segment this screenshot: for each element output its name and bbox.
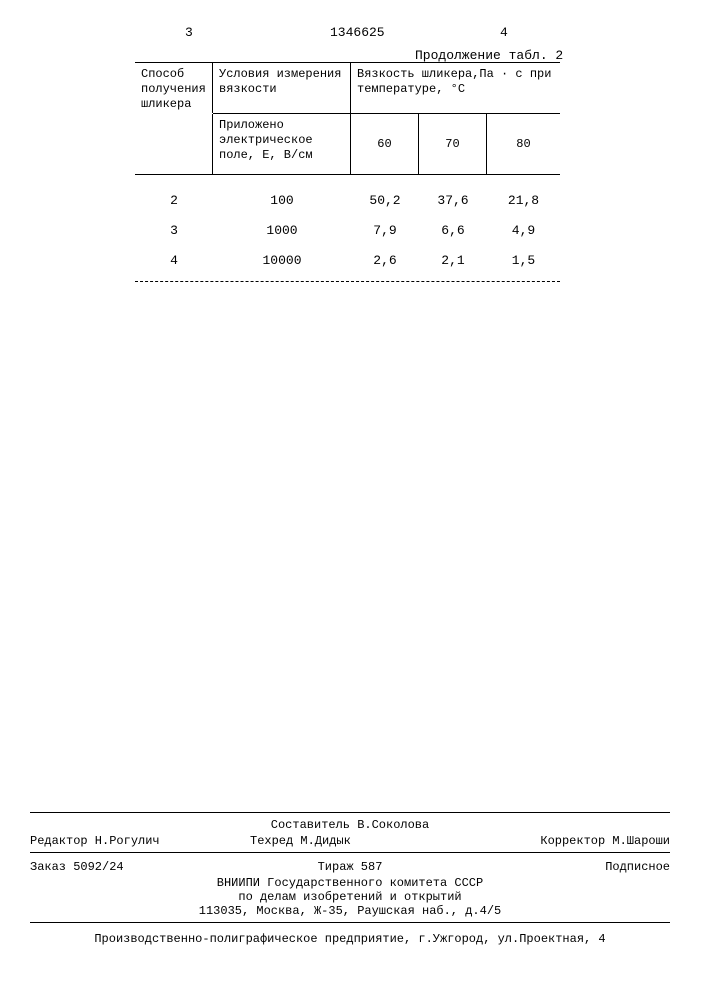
col-header-method-text: Способ получения шликера bbox=[141, 67, 206, 111]
cell-v80: 21,8 bbox=[487, 193, 560, 208]
compiler: Составитель В.Соколова bbox=[271, 818, 429, 832]
publisher-address: 113035, Москва, Ж-35, Раушская наб., д.4… bbox=[30, 904, 670, 918]
publisher-org: ВНИИПИ Государственного комитета СССР bbox=[30, 876, 670, 890]
table-subheader-row: Приложено электрическое поле, Е, В/см 60… bbox=[135, 114, 560, 174]
publication-info: Заказ 5092/24 Тираж 587 Подписное ВНИИПИ… bbox=[30, 860, 670, 918]
printing-house: Производственно-полиграфическое предприя… bbox=[30, 932, 670, 946]
col-sub-field-text: Приложено электрическое поле, Е, В/см bbox=[219, 118, 313, 162]
col-sub-70: 70 bbox=[419, 114, 487, 174]
publisher-dept: по делам изобретений и открытий bbox=[30, 890, 670, 904]
subscription: Подписное bbox=[510, 860, 670, 874]
table-body: 2 100 50,2 37,6 21,8 3 1000 7,9 6,6 4,9 … bbox=[135, 175, 560, 275]
cell-method: 4 bbox=[135, 253, 213, 268]
table-continuation-label: Продолжение табл. 2 bbox=[415, 48, 563, 63]
order-number: Заказ 5092/24 bbox=[30, 860, 190, 874]
col-header-conditions: Условия измерения вязкости bbox=[213, 63, 351, 113]
col-header-method: Способ получения шликера bbox=[135, 63, 213, 113]
cell-v80: 1,5 bbox=[487, 253, 560, 268]
footer-rule-2 bbox=[30, 852, 670, 853]
table-rule-bottom-dashed bbox=[135, 281, 560, 282]
cell-v70: 37,6 bbox=[419, 193, 487, 208]
table-row: 4 10000 2,6 2,1 1,5 bbox=[135, 245, 560, 275]
tirazh: Тираж 587 bbox=[190, 860, 510, 874]
cell-field: 100 bbox=[213, 193, 351, 208]
page: 3 1346625 4 Продолжение табл. 2 Способ п… bbox=[0, 0, 707, 1000]
cell-v70: 6,6 bbox=[419, 223, 487, 238]
editor: Редактор Н.Рогулич bbox=[30, 834, 230, 848]
cell-method: 2 bbox=[135, 193, 213, 208]
corrector: Корректор М.Шароши bbox=[470, 834, 670, 848]
cell-field: 10000 bbox=[213, 253, 351, 268]
col-sub-field: Приложено электрическое поле, Е, В/см bbox=[213, 114, 351, 174]
data-table: Способ получения шликера Условия измерен… bbox=[135, 62, 560, 282]
page-num-left: 3 bbox=[185, 25, 193, 40]
table-header-row: Способ получения шликера Условия измерен… bbox=[135, 63, 560, 113]
doc-number: 1346625 bbox=[330, 25, 385, 40]
cell-field: 1000 bbox=[213, 223, 351, 238]
cell-v70: 2,1 bbox=[419, 253, 487, 268]
cell-v60: 7,9 bbox=[351, 223, 419, 238]
cell-method: 3 bbox=[135, 223, 213, 238]
cell-v60: 2,6 bbox=[351, 253, 419, 268]
table-row: 2 100 50,2 37,6 21,8 bbox=[135, 185, 560, 215]
col-header-viscosity: Вязкость шликера,Па · с при температуре,… bbox=[351, 63, 560, 113]
page-num-right: 4 bbox=[500, 25, 508, 40]
col-header-viscosity-text: Вязкость шликера,Па · с при температуре,… bbox=[357, 67, 551, 96]
cell-v80: 4,9 bbox=[487, 223, 560, 238]
credits: Составитель В.Соколова Редактор Н.Рогули… bbox=[30, 818, 670, 850]
techred: Техред М.Дидык bbox=[250, 834, 450, 848]
col-sub-80: 80 bbox=[487, 114, 560, 174]
footer-rule-3 bbox=[30, 922, 670, 923]
cell-v60: 50,2 bbox=[351, 193, 419, 208]
col-header-conditions-text: Условия измерения вязкости bbox=[219, 67, 341, 96]
col-sub-method-blank bbox=[135, 114, 213, 174]
footer-rule-1 bbox=[30, 812, 670, 813]
col-sub-60: 60 bbox=[351, 114, 419, 174]
table-row: 3 1000 7,9 6,6 4,9 bbox=[135, 215, 560, 245]
